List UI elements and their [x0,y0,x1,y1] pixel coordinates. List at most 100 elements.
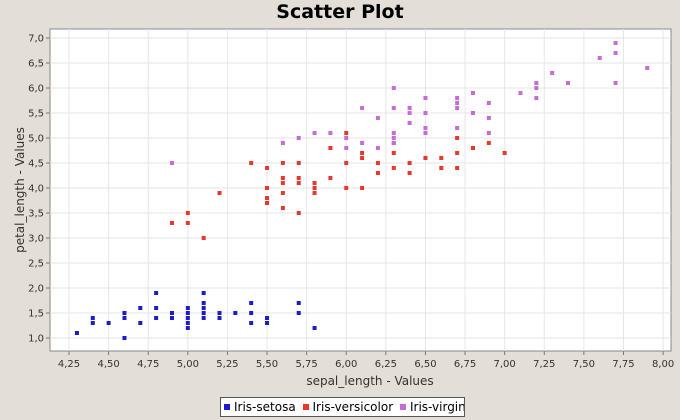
data-point-setosa [296,301,301,305]
legend-swatch-versicolor [302,404,309,410]
x-tick-label: 8,00 [652,359,674,370]
chart-title: Scatter Plot [276,1,404,23]
data-point-versicolor [344,161,349,165]
data-point-versicolor [280,206,285,210]
data-point-setosa [217,316,222,320]
legend-item-versicolor: Iris-versicolor [302,398,394,416]
data-point-setosa [217,311,222,315]
x-tick-label: 6,25 [375,359,397,370]
x-tick-label: 7,50 [573,359,595,370]
data-point-virginica [391,136,396,140]
legend: Iris-setosa Iris-versicolor Iris-virgini… [220,397,465,417]
y-tick-label: 7,0 [28,34,44,45]
data-point-setosa [265,316,270,320]
data-point-versicolor [360,186,365,190]
y-tick-label: 5,0 [28,134,44,145]
legend-label-virginica: Iris-virginica [409,400,465,414]
data-point-setosa [185,311,190,315]
data-point-virginica [391,86,396,90]
x-tick-label: 5,00 [177,359,199,370]
data-point-versicolor [201,236,206,240]
x-tick-label: 6,00 [335,359,357,370]
data-point-versicolor [439,166,444,170]
data-point-versicolor [502,151,507,155]
x-tick-label: 5,50 [256,359,278,370]
data-point-virginica [360,141,365,145]
data-point-setosa [74,331,79,335]
data-point-versicolor [375,171,380,175]
x-tick-label: 4,75 [137,359,159,370]
data-point-setosa [249,321,254,325]
data-point-virginica [344,136,349,140]
data-point-versicolor [265,166,270,170]
data-point-setosa [296,311,301,315]
data-point-virginica [534,81,539,85]
y-tick-label: 6,0 [28,84,44,95]
data-point-virginica [486,101,491,105]
data-point-setosa [154,291,159,295]
data-point-setosa [185,316,190,320]
legend-label-versicolor: Iris-versicolor [312,400,394,414]
data-point-versicolor [455,136,460,140]
data-point-versicolor [185,221,190,225]
data-point-virginica [423,131,428,135]
data-point-virginica [613,81,618,85]
data-point-virginica [645,66,650,70]
data-point-setosa [249,301,254,305]
data-point-versicolor [280,161,285,165]
data-point-virginica [375,116,380,120]
data-point-virginica [407,106,412,110]
y-tick-label: 1,0 [28,334,44,345]
data-point-setosa [201,311,206,315]
data-point-virginica [455,101,460,105]
data-point-versicolor [375,161,380,165]
data-point-versicolor [265,196,270,200]
data-point-virginica [470,111,475,115]
data-point-versicolor [360,151,365,155]
data-point-versicolor [407,161,412,165]
data-point-versicolor [328,176,333,180]
data-point-setosa [233,311,238,315]
data-point-virginica [169,161,174,165]
y-tick-label: 1,5 [28,309,44,320]
data-point-virginica [407,111,412,115]
x-tick-label: 7,75 [612,359,634,370]
data-point-virginica [423,111,428,115]
data-point-setosa [138,321,143,325]
data-point-setosa [201,301,206,305]
x-tick-label: 6,75 [454,359,476,370]
data-points [74,41,650,340]
y-tick-label: 3,5 [28,209,44,220]
data-point-virginica [613,51,618,55]
data-point-virginica [550,71,555,75]
data-point-versicolor [407,171,412,175]
x-tick-label: 7,00 [494,359,516,370]
data-point-setosa [122,316,127,320]
data-point-virginica [534,86,539,90]
data-point-setosa [265,321,270,325]
x-tick-label: 5,75 [296,359,318,370]
y-axis: 1,0 1,5 2,0 2,5 3,0 3,5 4,0 4,5 5,0 5,5 6,0 6,5 7,0 [28,34,50,345]
x-tick-label: 4,50 [97,359,119,370]
data-point-versicolor [344,131,349,135]
data-point-virginica [455,96,460,100]
data-point-setosa [185,326,190,330]
data-point-setosa [154,316,159,320]
data-point-versicolor [265,201,270,205]
y-tick-label: 4,0 [28,184,44,195]
data-point-versicolor [265,186,270,190]
x-tick-label: 6,50 [414,359,436,370]
data-point-versicolor [391,151,396,155]
legend-item-setosa: Iris-setosa [224,398,296,416]
legend-label-setosa: Iris-setosa [234,400,296,414]
legend-swatch-virginica [399,404,406,410]
data-point-versicolor [344,186,349,190]
data-point-virginica [360,106,365,110]
data-point-versicolor [185,211,190,215]
data-point-setosa [138,306,143,310]
data-point-virginica [375,146,380,150]
data-point-setosa [106,321,111,325]
data-point-versicolor [296,211,301,215]
data-point-setosa [169,316,174,320]
